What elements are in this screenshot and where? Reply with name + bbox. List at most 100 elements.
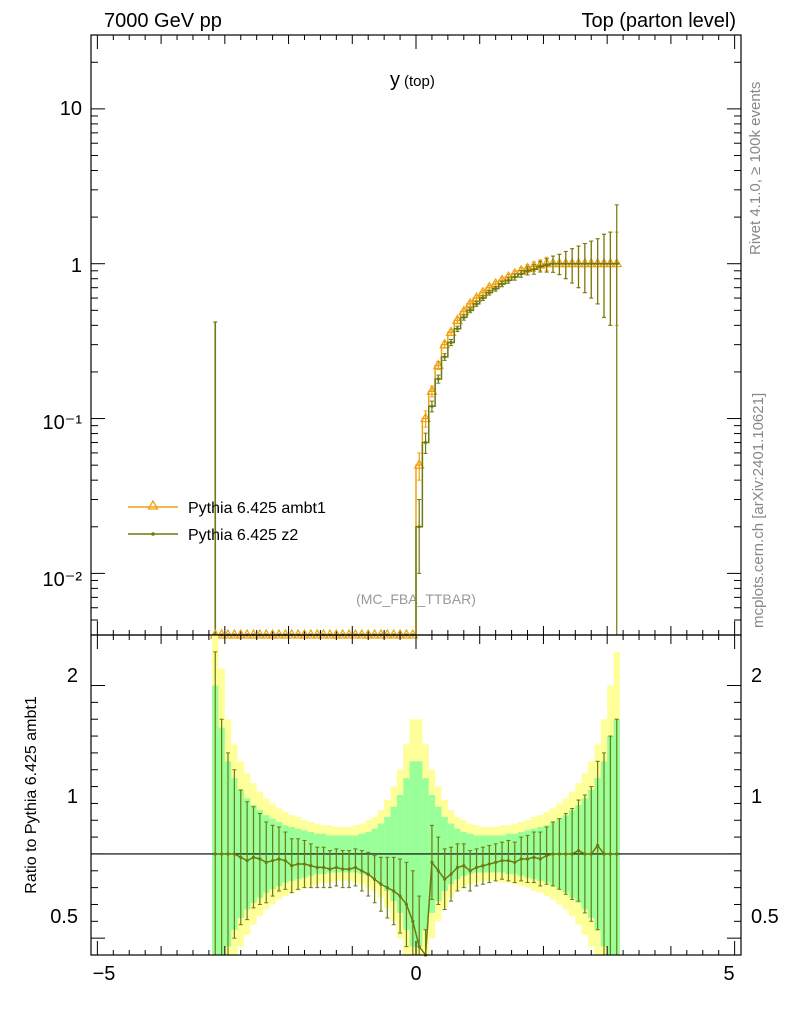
data-point — [551, 262, 555, 266]
data-point — [292, 628, 304, 639]
ratio-point — [226, 852, 230, 856]
ratio-point — [602, 852, 606, 856]
data-point — [545, 263, 549, 267]
data-point — [349, 628, 361, 639]
data-point — [471, 291, 483, 302]
series-z2 — [212, 204, 620, 637]
ratio-point — [290, 864, 294, 868]
ratio-y-tick-label-0.5: 0.5 — [50, 906, 78, 928]
x-tick-label-5: 5 — [723, 963, 734, 985]
data-point — [216, 628, 228, 639]
data-point — [443, 355, 447, 359]
ratio-series-z2 — [213, 651, 619, 958]
data-point — [324, 628, 336, 639]
ratio-point — [353, 865, 358, 870]
main-ticks — [91, 34, 741, 636]
data-point — [247, 628, 260, 639]
ratio-y-tick-label-2: 2 — [67, 665, 78, 687]
ratio-point — [576, 848, 581, 853]
data-point — [615, 262, 619, 266]
ratio-point — [596, 843, 600, 848]
data-point — [381, 628, 393, 639]
data-point — [413, 458, 425, 469]
main-y-tick-labels: 10⁻² 10⁻¹ 1 10 — [43, 98, 83, 591]
data-point — [241, 628, 253, 639]
data-point — [337, 628, 349, 639]
y-tick-label-1: 1 — [71, 255, 82, 277]
data-point — [525, 269, 530, 273]
ratio-panel: 0.5 1 2 0.5 1 2 −5 0 5 Ratio to Pythia 6… — [23, 634, 779, 985]
ratio-point — [341, 867, 345, 871]
data-point — [608, 262, 612, 266]
ratio-point — [487, 862, 491, 866]
ratio-point — [615, 852, 619, 856]
ratio-point — [239, 855, 243, 859]
ratio-point — [551, 852, 555, 856]
ratio-point — [455, 865, 460, 870]
ratio-point — [557, 852, 561, 856]
data-point — [589, 262, 593, 266]
data-point — [318, 628, 330, 639]
ratio-point — [564, 852, 568, 856]
data-point — [273, 628, 285, 639]
ratio-point — [379, 882, 383, 886]
header-left: 7000 GeV pp — [104, 10, 222, 32]
chart-title: y (top) — [390, 69, 435, 91]
ratio-point — [251, 855, 256, 859]
ratio-y-axis-label: Ratio to Pythia 6.425 ambt1 — [23, 696, 40, 894]
data-point — [455, 327, 460, 331]
ratio-point — [532, 855, 536, 859]
data-point — [538, 264, 542, 269]
data-point — [388, 628, 400, 639]
ratio-point — [436, 869, 440, 873]
ratio-point — [468, 869, 472, 873]
data-point — [311, 628, 323, 639]
ratio-point — [474, 865, 479, 870]
main-data — [209, 204, 623, 639]
data-point — [375, 628, 387, 639]
legend-label-z2: Pythia 6.425 z2 — [188, 527, 298, 544]
data-point — [400, 628, 412, 639]
data-point — [481, 296, 485, 300]
legend-marker-z2 — [151, 532, 155, 536]
data-point — [439, 338, 451, 349]
data-point — [494, 287, 498, 291]
ratio-point — [283, 859, 287, 863]
data-point — [506, 278, 511, 283]
data-point — [445, 326, 457, 337]
data-point — [356, 628, 368, 639]
ratio-point — [398, 894, 402, 898]
data-point — [305, 628, 317, 639]
ratio-point — [220, 852, 224, 856]
ratio-point — [258, 857, 262, 861]
ratio-point — [271, 859, 275, 863]
data-point — [432, 359, 444, 370]
data-point — [451, 314, 463, 325]
ratio-point — [385, 886, 389, 890]
data-point — [513, 275, 517, 279]
data-point — [500, 282, 504, 286]
ratio-point — [583, 852, 587, 856]
header-right: Top (parton level) — [581, 10, 736, 32]
ratio-point — [411, 919, 415, 923]
data-point — [519, 272, 523, 276]
data-point — [583, 262, 587, 266]
ratio-point — [245, 859, 249, 863]
ratio-point — [232, 852, 236, 856]
ratio-point — [538, 857, 542, 861]
ratio-y-tick-label-1: 1 — [67, 786, 78, 808]
legend: Pythia 6.425 ambt1 Pythia 6.425 z2 — [128, 499, 326, 544]
ratio-point — [309, 864, 313, 868]
ratio-point — [570, 852, 574, 856]
ratio-line — [215, 844, 617, 958]
data-point — [602, 262, 606, 266]
ratio-point — [500, 859, 504, 863]
data-point — [286, 628, 298, 639]
ratio-point — [404, 902, 409, 907]
data-point — [407, 628, 419, 639]
ratio-bands — [212, 635, 620, 955]
ratio-point — [519, 857, 523, 861]
ratio-point — [360, 869, 364, 873]
ratio-point — [264, 860, 268, 864]
ratio-point — [494, 860, 498, 864]
